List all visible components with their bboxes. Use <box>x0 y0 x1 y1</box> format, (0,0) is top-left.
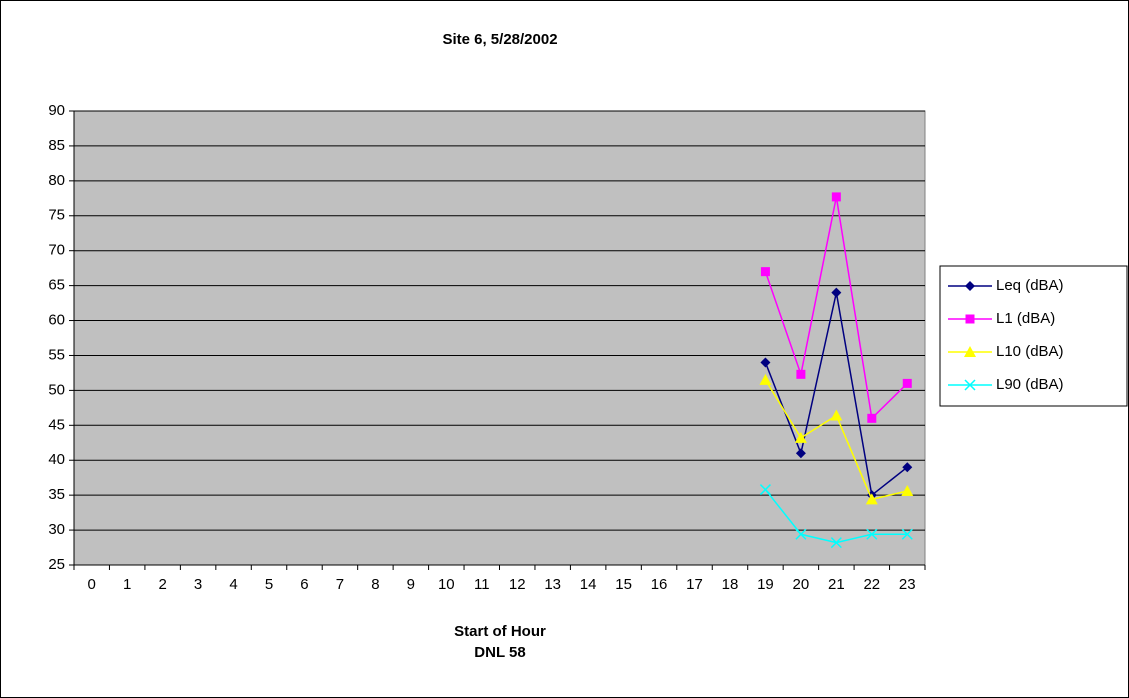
plot-area <box>73 110 926 566</box>
marker <box>965 281 975 291</box>
legend-label: L10 (dBA) <box>996 343 1064 360</box>
y-tick-label: 35 <box>48 486 65 503</box>
legend-label: Leq (dBA) <box>996 277 1064 294</box>
marker <box>795 448 806 459</box>
marker <box>965 314 975 324</box>
marker <box>831 287 842 298</box>
x-tick-label: 1 <box>123 576 131 593</box>
x-axis-title: Start of Hour <box>454 623 546 640</box>
x-tick-label: 21 <box>828 576 845 593</box>
marker <box>901 484 914 496</box>
x-tick-label: 9 <box>407 576 415 593</box>
marker <box>901 528 913 540</box>
x-tick-label: 0 <box>88 576 96 593</box>
x-tick-label: 20 <box>793 576 810 593</box>
x-tick-label: 3 <box>194 576 202 593</box>
x-tick-label: 7 <box>336 576 344 593</box>
marker <box>830 409 843 421</box>
marker <box>760 267 770 277</box>
marker <box>830 537 842 549</box>
marker <box>964 346 976 357</box>
y-tick-label: 75 <box>48 207 65 224</box>
annotation: DNL 58 <box>474 644 525 661</box>
y-tick-label: 65 <box>48 277 65 294</box>
x-tick-label: 6 <box>300 576 308 593</box>
x-tick-label: 5 <box>265 576 273 593</box>
x-tick-label: 11 <box>474 576 490 593</box>
x-tick-label: 8 <box>371 576 379 593</box>
y-tick-label: 60 <box>48 312 65 329</box>
marker <box>964 379 976 391</box>
x-tick-label: 14 <box>580 576 597 593</box>
marker <box>796 369 806 379</box>
y-tick-label: 70 <box>48 242 65 259</box>
y-tick-label: 45 <box>48 416 65 433</box>
marker <box>831 192 841 202</box>
x-tick-label: 4 <box>229 576 237 593</box>
x-tick-label: 2 <box>158 576 166 593</box>
marker <box>865 493 878 505</box>
x-tick-label: 12 <box>509 576 526 593</box>
y-tick-label: 50 <box>48 381 65 398</box>
x-tick-label: 23 <box>899 576 916 593</box>
y-tick-label: 30 <box>48 521 65 538</box>
x-tick-label: 17 <box>686 576 703 593</box>
x-tick-label: 19 <box>757 576 774 593</box>
y-tick-label: 40 <box>48 451 65 468</box>
marker <box>794 431 807 443</box>
marker <box>759 484 771 496</box>
legend-label: L1 (dBA) <box>996 310 1055 327</box>
y-tick-label: 85 <box>48 137 65 154</box>
legend-label: L90 (dBA) <box>996 376 1064 393</box>
marker <box>902 378 912 388</box>
marker <box>795 528 807 540</box>
y-tick-label: 80 <box>48 172 65 189</box>
y-tick-label: 25 <box>48 556 65 573</box>
marker <box>760 357 771 368</box>
x-tick-label: 10 <box>438 576 455 593</box>
chart-title: Site 6, 5/28/2002 <box>442 31 557 48</box>
x-tick-label: 16 <box>651 576 668 593</box>
y-tick-label: 55 <box>48 346 65 363</box>
marker <box>866 528 878 540</box>
x-tick-label: 22 <box>863 576 880 593</box>
marker <box>902 462 913 473</box>
x-tick-label: 13 <box>544 576 561 593</box>
x-tick-label: 15 <box>615 576 632 593</box>
x-tick-label: 18 <box>722 576 739 593</box>
y-tick-label: 90 <box>48 102 65 119</box>
marker <box>867 413 877 423</box>
marker <box>759 373 772 385</box>
